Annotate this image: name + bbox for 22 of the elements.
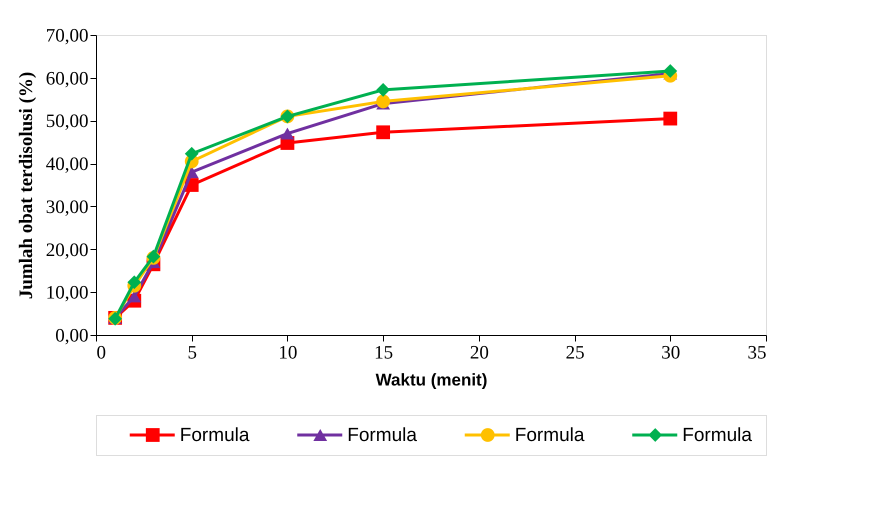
y-axis-title: Jumlah obat terdisolusi (%) — [16, 72, 37, 300]
legend-label: Formula — [514, 425, 585, 446]
y-tick-label: 70,00 — [46, 26, 88, 46]
legend-label: Formula — [682, 425, 752, 446]
x-tick-label: 5 — [187, 342, 197, 364]
x-tick-label: 15 — [374, 342, 394, 364]
y-tick-label: 0,00 — [55, 326, 88, 346]
x-tick-label: 35 — [748, 342, 766, 364]
y-tick-label: 50,00 — [46, 111, 88, 132]
x-tick-label: 25 — [566, 342, 585, 364]
legend-label: Formula — [180, 425, 250, 446]
x-tick-label: 0 — [96, 342, 106, 364]
x-tick-label: 30 — [661, 342, 680, 364]
x-tick-label: 20 — [470, 342, 489, 364]
x-tick-label: 10 — [278, 342, 298, 364]
y-tick-label: 60,00 — [46, 68, 88, 90]
y-tick-label: 10,00 — [46, 282, 88, 304]
y-tick-label: 40,00 — [46, 154, 88, 176]
x-axis-title: Waktu (menit) — [376, 370, 488, 390]
y-tick-label: 20,00 — [46, 240, 88, 261]
y-tick-label: 30,00 — [46, 196, 88, 218]
legend-label: Formula — [347, 425, 418, 446]
